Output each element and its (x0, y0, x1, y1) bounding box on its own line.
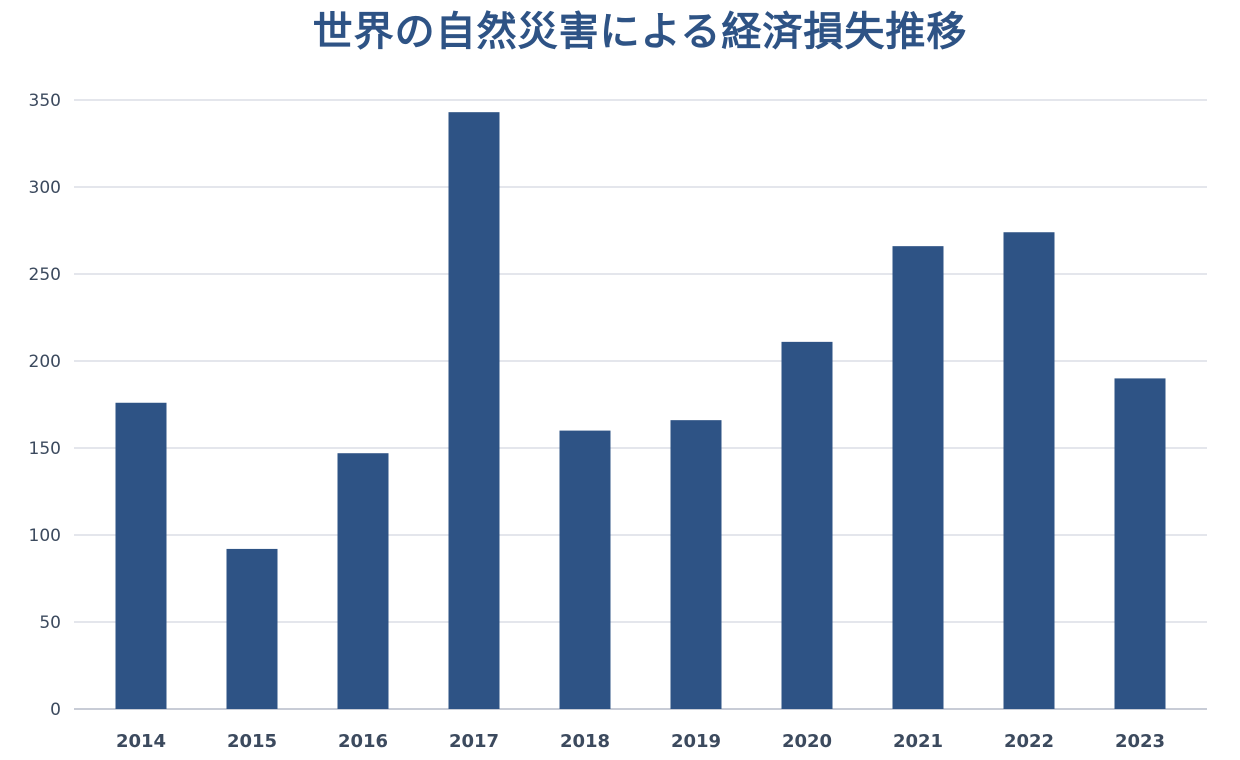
bar-2018 (559, 430, 611, 709)
bars (115, 112, 1166, 710)
y-tick-label: 100 (29, 526, 61, 546)
bar-2022 (1003, 232, 1055, 710)
bar-2023 (1114, 378, 1166, 709)
chart-title: 世界の自然災害による経済損失推移 (312, 9, 968, 55)
y-tick-label: 150 (29, 439, 61, 459)
x-tick-label: 2014 (116, 731, 166, 752)
bar-2015 (226, 548, 278, 709)
y-tick-label: 50 (39, 613, 61, 633)
y-tick-label: 250 (29, 265, 61, 285)
x-tick-label: 2015 (227, 731, 277, 752)
x-tick-label: 2023 (1115, 731, 1165, 752)
bar-2014 (115, 402, 167, 709)
y-tick-label: 350 (29, 91, 61, 111)
y-tick-label: 300 (29, 178, 61, 198)
y-axis-ticks: 0 50 100 150 200 250 300 350 (29, 91, 61, 720)
bar-2021 (892, 246, 944, 709)
x-tick-label: 2016 (338, 731, 388, 752)
x-tick-label: 2018 (560, 731, 610, 752)
x-axis-ticks: 2014 2015 2016 2017 2018 2019 2020 2021 2022 2023 (116, 731, 1165, 752)
bar-2019 (670, 420, 722, 709)
y-tick-label: 0 (50, 700, 61, 720)
x-tick-label: 2021 (893, 731, 943, 752)
bar-2017 (448, 112, 500, 710)
x-tick-label: 2020 (782, 731, 832, 752)
bar-2016 (337, 453, 389, 709)
x-tick-label: 2022 (1004, 731, 1054, 752)
y-tick-label: 200 (29, 352, 61, 372)
x-tick-label: 2017 (449, 731, 499, 752)
bar-2020 (781, 341, 833, 709)
x-tick-label: 2019 (671, 731, 721, 752)
